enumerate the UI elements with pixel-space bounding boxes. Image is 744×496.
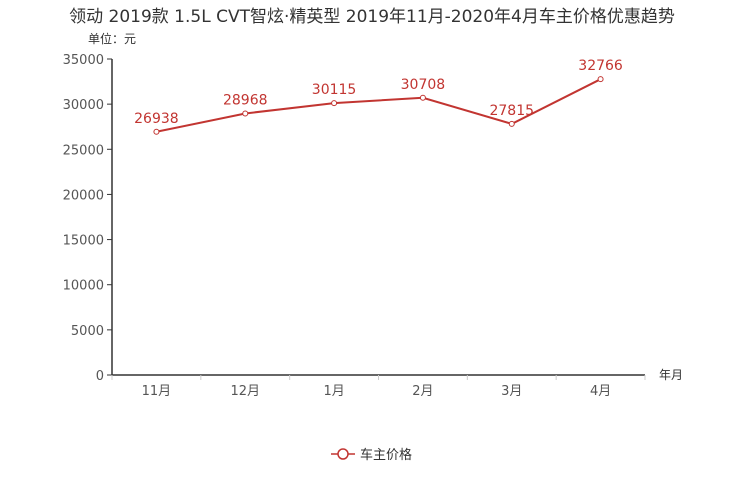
data-label: 27815 xyxy=(489,103,534,119)
legend-circle-icon xyxy=(337,448,349,460)
y-tick-label: 0 xyxy=(96,369,104,384)
data-label: 26938 xyxy=(134,111,179,127)
y-tick-label: 15000 xyxy=(63,234,104,249)
y-axis-label: 单位：元 xyxy=(88,31,136,46)
series-line xyxy=(156,78,602,133)
y-tick-label: 30000 xyxy=(63,98,104,113)
x-tick-label: 3月 xyxy=(501,384,522,399)
y-tick-label: 20000 xyxy=(63,188,104,203)
x-axis-label: 年月 xyxy=(659,368,683,382)
data-label: 30115 xyxy=(312,82,357,98)
y-tick-label: 35000 xyxy=(63,53,104,68)
x-tick-label: 11月 xyxy=(142,384,172,399)
data-point xyxy=(597,76,604,83)
chart-title: 领动 2019款 1.5L CVT智炫·精英型 2019年11月-2020年4月… xyxy=(69,7,675,27)
data-point xyxy=(153,128,160,135)
y-tick-label: 5000 xyxy=(71,324,104,339)
legend-label: 车主价格 xyxy=(360,447,412,463)
data-point xyxy=(419,94,426,101)
data-label: 30708 xyxy=(401,77,446,93)
x-tick-label: 4月 xyxy=(590,384,611,399)
x-tick-label: 1月 xyxy=(323,384,344,399)
data-point xyxy=(508,120,515,127)
data-label: 32766 xyxy=(578,58,623,74)
x-tick-label: 12月 xyxy=(230,384,260,399)
y-tick-label: 25000 xyxy=(63,143,104,158)
data-point xyxy=(242,110,249,117)
data-label: 28968 xyxy=(223,92,268,108)
x-tick-label: 2月 xyxy=(412,384,433,399)
y-tick-label: 10000 xyxy=(63,279,104,294)
data-point xyxy=(331,100,338,107)
